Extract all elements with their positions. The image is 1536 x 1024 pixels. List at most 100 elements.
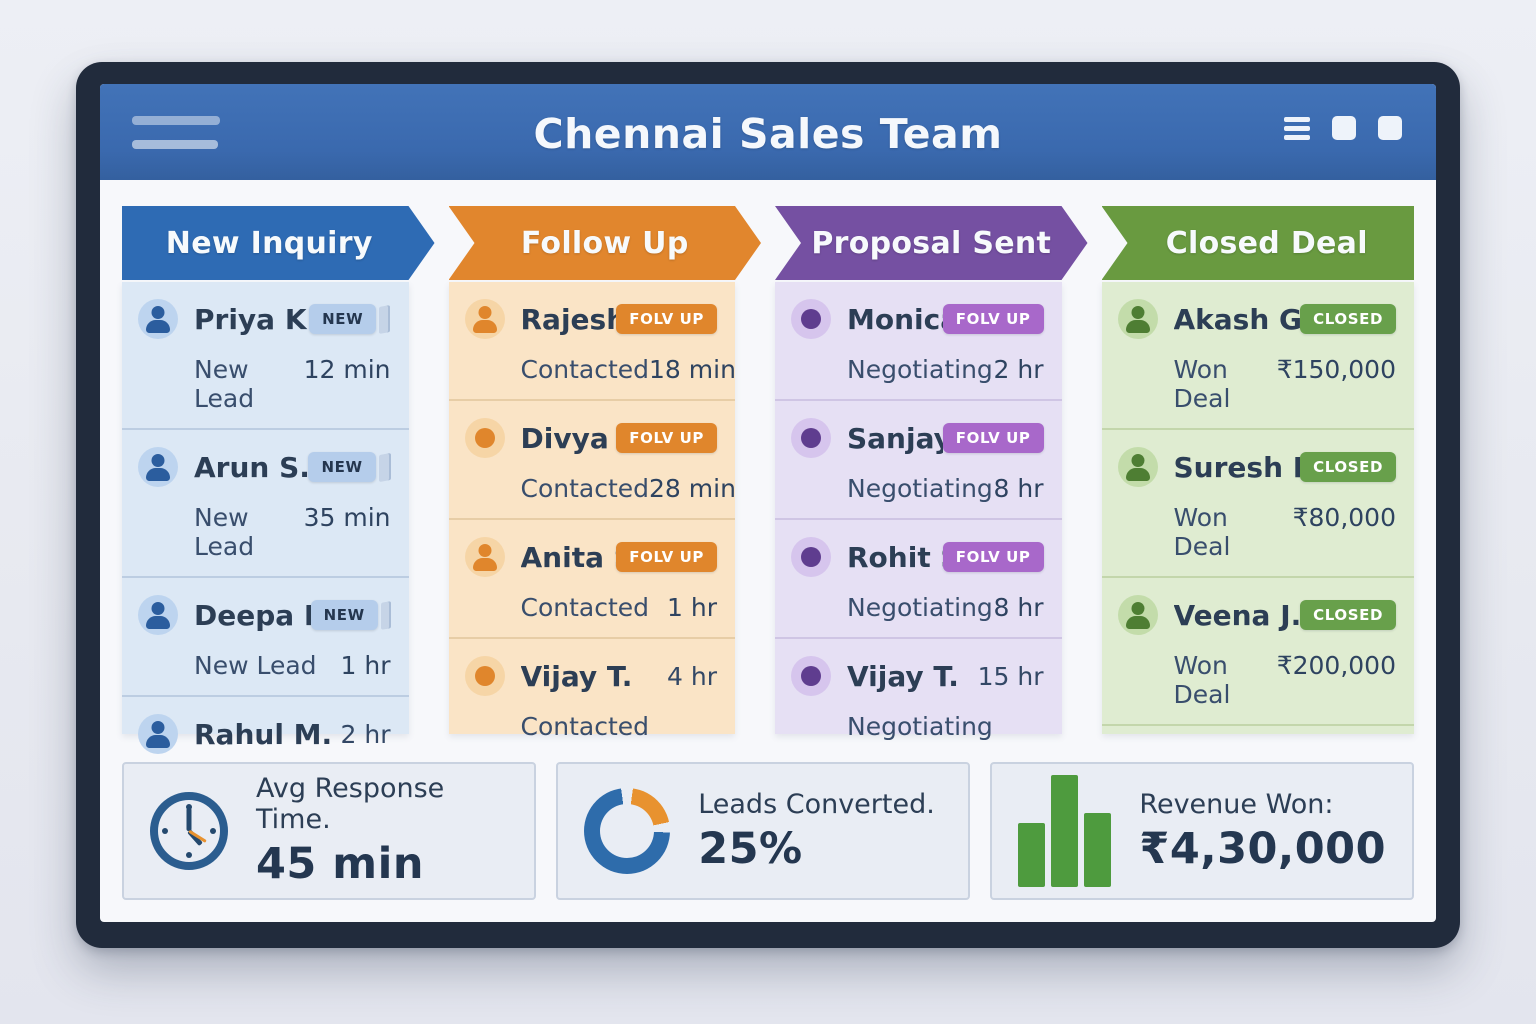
hamburger-icon[interactable]: [132, 116, 220, 164]
lead-name: Vijay T.: [520, 659, 633, 693]
lead-name: Priya K.: [194, 302, 310, 336]
lead-name: Sanjay T.: [847, 421, 943, 455]
lead-status: New Lead: [194, 355, 255, 413]
status-badge: CLOSED: [1300, 600, 1396, 630]
kpi-text: Revenue Won: ₹4,30,000: [1139, 789, 1386, 874]
lead-name: Vijay T.: [847, 659, 959, 693]
square-icon[interactable]: [1378, 116, 1402, 140]
lead-card[interactable]: Arun S. NEW New Lead 35 min: [122, 430, 409, 578]
lead-meta-value: 28 min: [649, 474, 736, 503]
kpi-value: ₹4,30,000: [1139, 823, 1387, 874]
avatar-dot-icon: [464, 656, 505, 696]
badge-fold-icon: [380, 600, 391, 630]
kpi-value: 45 min: [256, 839, 424, 889]
lead-meta-value: ₹200,000: [1276, 651, 1396, 680]
avatar-person-icon: [464, 537, 505, 577]
lead-card-top-row: Arun S. NEW: [138, 447, 391, 487]
avatar-person-icon: [138, 595, 178, 635]
lead-status: Contacted: [520, 593, 650, 622]
stage-list-new-inquiry: Priya K. NEW New Lead 12 min Arun S. NEW New L…: [122, 282, 409, 799]
lead-card[interactable]: Priya K. NEW New Lead 12 min: [122, 282, 409, 430]
lead-card-top-row: Divya B.FOLV UP: [464, 418, 717, 458]
square-icon[interactable]: [1332, 116, 1356, 140]
avatar-person-icon: [1117, 447, 1158, 487]
status-badge: CLOSED: [1300, 304, 1396, 334]
kpi-card-revenue-won: Revenue Won: ₹4,30,000: [990, 762, 1415, 900]
status-badge: FOLV UP: [942, 542, 1044, 572]
clock-hand-min: [186, 808, 192, 831]
list-icon[interactable]: [1284, 116, 1310, 140]
lead-card-top-row: Monica R.FOLV UP: [791, 299, 1044, 339]
lead-name: Arun S.: [194, 450, 309, 484]
donut-chart-icon: [584, 788, 671, 874]
badge-fold-icon: [378, 452, 391, 482]
lead-card[interactable]: Veena J. CLOSED Won Deal ₹200,000: [1101, 578, 1414, 726]
lead-card-top-row: Vijay T. 4 hr: [464, 656, 717, 696]
status-badge: FOLV UP: [942, 304, 1044, 334]
clock-tick: [162, 828, 168, 834]
bar-chart-icon: [1018, 775, 1112, 887]
lead-card-bottom-row: Contacted 18 min: [465, 355, 736, 384]
lead-card[interactable]: Vijay T. 15 hr Negotiating: [775, 639, 1062, 756]
stage-header-proposal-sent[interactable]: Proposal Sent: [775, 206, 1088, 280]
pipeline-column-proposal-sent: Proposal Sent Monica R.FOLV UP Negotiating…: [775, 206, 1088, 741]
lead-meta-value: 1 hr: [667, 593, 717, 622]
lead-time: 2 hr: [340, 719, 391, 749]
lead-card-bottom-row: Won Deal ₹200,000: [1118, 651, 1397, 709]
lead-status: Negotiating: [847, 593, 993, 622]
bar: [1018, 823, 1046, 887]
stage-header-closed-deal[interactable]: Closed Deal: [1101, 206, 1414, 280]
status-badge: FOLV UP: [616, 542, 717, 572]
avatar-person-icon: [138, 714, 178, 754]
lead-card-bottom-row: New Lead 1 hr: [138, 651, 391, 680]
lead-card-bottom-row: Contacted: [465, 712, 718, 741]
lead-card-bottom-row: Negotiating 2 hr: [791, 355, 1044, 384]
lead-card[interactable]: Suresh P.CLOSED Won Deal ₹80,000: [1101, 430, 1414, 578]
lead-card[interactable]: Akash G. CLOSED Won Deal ₹150,000: [1101, 282, 1414, 430]
bar: [1084, 813, 1112, 887]
lead-status: Won Deal: [1173, 651, 1231, 709]
lead-meta-value: 8 hr: [993, 474, 1044, 503]
avatar-person-icon: [138, 447, 178, 487]
lead-meta-value: 8 hr: [993, 593, 1044, 622]
kpi-card-avg-response-time: Avg Response Time. 45 min: [122, 762, 537, 900]
lead-status: Won Deal: [1173, 503, 1231, 561]
lead-name: Akash G.: [1173, 302, 1301, 336]
avatar-person-icon: [1117, 595, 1158, 635]
lead-card[interactable]: Vijay T. 4 hr Contacted: [449, 639, 736, 756]
lead-status: Contacted: [520, 712, 650, 741]
avatar-person-icon: [138, 299, 178, 339]
status-badge: FOLV UP: [942, 423, 1044, 453]
stage-header-new-inquiry[interactable]: New Inquiry: [122, 206, 435, 280]
content-area: New Inquiry Priya K. NEW New Lead 12 min Arun…: [100, 180, 1436, 922]
kpi-label: Avg Response Time.: [256, 773, 445, 835]
lead-card-bottom-row: Won Deal ₹150,000: [1118, 355, 1397, 413]
avatar-dot-icon: [791, 299, 831, 339]
lead-status: New Lead: [194, 503, 255, 561]
lead-card-top-row: Priya K. NEW: [138, 299, 391, 339]
status-badge: NEW: [310, 600, 378, 630]
lead-card-top-row: Suresh P.CLOSED: [1117, 447, 1396, 487]
lead-name: Suresh P.: [1173, 450, 1301, 484]
lead-name: Rajesh M: [520, 302, 617, 336]
lead-meta-value: 2 hr: [993, 355, 1044, 384]
lead-card[interactable]: Deepa N.NEW New Lead 1 hr: [122, 578, 409, 697]
clock-icon: [150, 792, 228, 870]
status-badge: NEW: [309, 304, 377, 334]
lead-card-top-row: Anita S.FOLV UP: [464, 537, 717, 577]
stage-header-follow-up[interactable]: Follow Up: [449, 206, 762, 280]
pipeline-column-new-inquiry: New Inquiry Priya K. NEW New Lead 12 min Arun…: [122, 206, 435, 799]
lead-card[interactable]: Anita S.FOLV UP Contacted 1 hr: [448, 520, 735, 639]
kpi-value: 25%: [698, 823, 803, 874]
lead-card-bottom-row: Negotiating 8 hr: [791, 593, 1044, 622]
lead-status: Negotiating: [847, 355, 993, 384]
